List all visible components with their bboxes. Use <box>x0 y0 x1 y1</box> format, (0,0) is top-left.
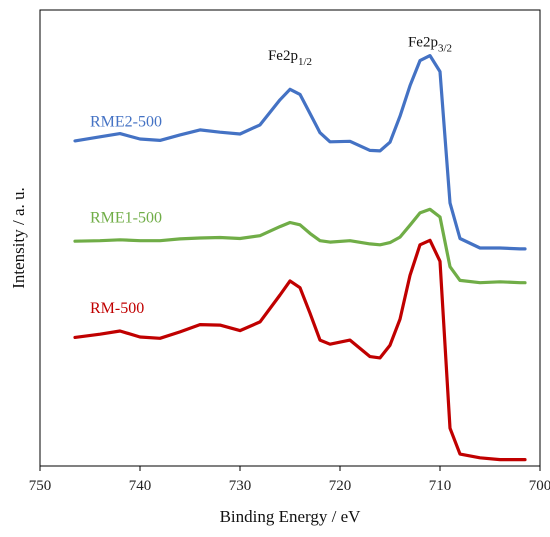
plot-frame <box>39 9 541 467</box>
series-label-layer: RME2-500 RME1-500 RM-500 <box>90 113 162 317</box>
x-tick-label: 710 <box>429 478 452 494</box>
x-axis-title: Binding Energy / eV <box>220 507 362 526</box>
series-label-rm-500: RM-500 <box>90 300 144 317</box>
x-tick-label: 740 <box>129 478 152 494</box>
series-layer <box>73 54 527 462</box>
x-tick-label: 750 <box>29 478 52 494</box>
peak-annotation: Fe2p3/2 <box>408 34 452 54</box>
series-label-rme1-500: RME1-500 <box>90 209 162 226</box>
peak-annotation-base: Fe2p <box>268 48 298 64</box>
series-label-rme2-500: RME2-500 <box>90 113 162 130</box>
series-line-rm-500 <box>73 238 527 462</box>
y-axis-title: Intensity / a. u. <box>9 187 28 289</box>
x-tick-label: 720 <box>329 478 352 494</box>
series-line-rme1-500 <box>73 207 527 285</box>
x-tick-label: 700 <box>529 478 550 494</box>
x-tick-layer: 750 740 730 720 710 700 <box>29 466 550 494</box>
peak-annotation-subscript: 3/2 <box>438 42 452 54</box>
peak-annotation-base: Fe2p <box>408 34 438 50</box>
peak-annotation: Fe2p1/2 <box>268 48 312 68</box>
x-tick-label: 730 <box>229 478 252 494</box>
peak-annotation-subscript: 1/2 <box>298 56 312 68</box>
series-line-rme2-500 <box>73 54 527 251</box>
